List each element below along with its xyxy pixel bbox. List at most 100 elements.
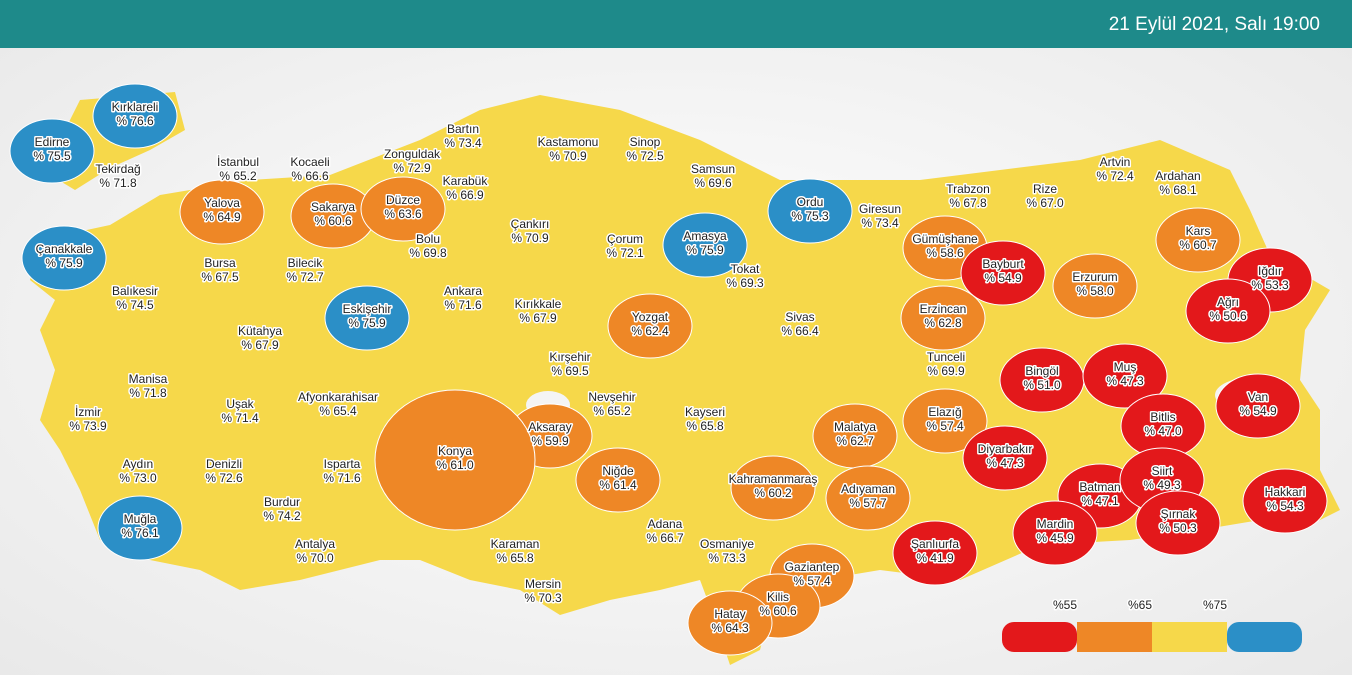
province-name: Şırnak [1161,507,1197,521]
province-name: Erzincan [920,302,967,316]
province-area [900,285,986,351]
province-name: Adana [648,517,683,531]
province-name: Giresun [859,202,901,216]
province-area [730,455,816,521]
province-name: Afyonkarahisar [298,390,378,404]
province-name: Bilecik [288,256,324,270]
province-rate: % 53.3 [1251,278,1289,292]
province-rate: % 73.4 [444,136,482,150]
province-rate: % 73.4 [861,216,899,230]
province-name: Çanakkale [36,242,93,256]
province-rate: % 62.8 [924,316,962,330]
province-name: Kırıkkale [515,297,562,311]
province-name: Aksaray [528,420,571,434]
province-name: Kırklareli [112,100,159,114]
province-name: Mersin [525,577,561,591]
province-rate: % 70.3 [524,591,562,605]
province-name: Hakkari [1265,485,1306,499]
province-rate: % 66.4 [781,324,819,338]
province-rate: % 64.3 [711,621,749,635]
province-name: Isparta [324,457,361,471]
province-area [825,465,911,531]
province-rate: % 75.9 [45,256,83,270]
legend-label: %55 [1053,598,1077,612]
province-areas [9,83,1328,656]
province-name: Düzce [386,193,420,207]
province-name: Hatay [714,607,745,621]
province-name: Iğdır [1258,264,1282,278]
province-name: İstanbul [217,155,259,169]
legend-swatch [1077,622,1152,652]
province-rate: % 74.5 [116,298,154,312]
province-area [9,118,95,184]
province-rate: % 65.4 [319,404,357,418]
province-name: Sakarya [311,200,355,214]
province-rate: % 57.7 [849,496,887,510]
province-rate: % 57.4 [793,574,831,588]
header-bar [0,0,1352,48]
province-name: Karaman [491,537,540,551]
province-name: Kocaeli [290,155,329,169]
province-rate: % 76.1 [121,526,159,540]
province-name: Elazığ [928,405,961,419]
province-rate: % 70.9 [511,231,549,245]
province-rate: % 74.2 [263,509,301,523]
province-name: Samsun [691,162,735,176]
province-name: İzmir [75,405,101,419]
province-rate: % 66.9 [446,188,484,202]
province-rate: % 67.9 [519,311,557,325]
province-name: Bartın [447,122,479,136]
province-name: Kastamonu [538,135,599,149]
province-name: Mardin [1037,517,1074,531]
legend: %55 %65 %75 [1002,597,1302,652]
province-rate: % 54.3 [1266,499,1304,513]
province-name: Gümüşhane [912,232,978,246]
legend-swatch [1227,622,1302,652]
province-area [1185,278,1271,344]
province-name: Ardahan [1155,169,1200,183]
province-rate: % 54.9 [984,271,1022,285]
province-rate: % 65.8 [686,419,724,433]
date: 21 Eylül 2021, Salı 19:00 [1109,14,1320,35]
province-name: Siirt [1152,464,1173,478]
province-rate: % 47.3 [986,456,1024,470]
province-rate: % 72.7 [286,270,324,284]
legend-swatch [1002,622,1077,652]
legend-label: %75 [1203,598,1227,612]
province-rate: % 62.4 [631,324,669,338]
province-area [767,178,853,244]
province-name: Antalya [295,537,335,551]
province-area [1052,253,1138,319]
province-name: Yozgat [632,310,669,324]
province-rate: % 54.9 [1239,404,1277,418]
province-area [1012,500,1098,566]
province-rate: % 70.9 [549,149,587,163]
province-area [179,179,265,245]
province-rate: % 68.1 [1159,183,1197,197]
province-area [374,389,536,531]
province-rate: % 60.6 [759,604,797,618]
province-area [1135,490,1221,556]
province-area [892,520,978,586]
province-name: Batman [1079,480,1120,494]
province-rate: % 71.6 [323,471,361,485]
province-rate: % 67.9 [241,338,279,352]
province-name: Erzurum [1072,270,1117,284]
province-name: Eskişehir [343,302,392,316]
province-rate: % 58.0 [1076,284,1114,298]
province-name: Bitlis [1150,410,1175,424]
province-name: Manisa [129,372,168,386]
province-rate: % 45.9 [1036,531,1074,545]
province-rate: % 57.4 [926,419,964,433]
province-name: Nevşehir [588,390,635,404]
province-rate: % 71.8 [129,386,167,400]
province-rate: % 65.2 [593,404,631,418]
province-area [662,212,748,278]
province-name: Sivas [785,310,814,324]
province-name: Tekirdağ [95,162,140,176]
province-rate: % 73.3 [708,551,746,565]
province-name: Adıyaman [841,482,895,496]
province-name: Çankırı [511,217,550,231]
province-name: Malatya [834,420,876,434]
province-name: Karabük [443,174,489,188]
